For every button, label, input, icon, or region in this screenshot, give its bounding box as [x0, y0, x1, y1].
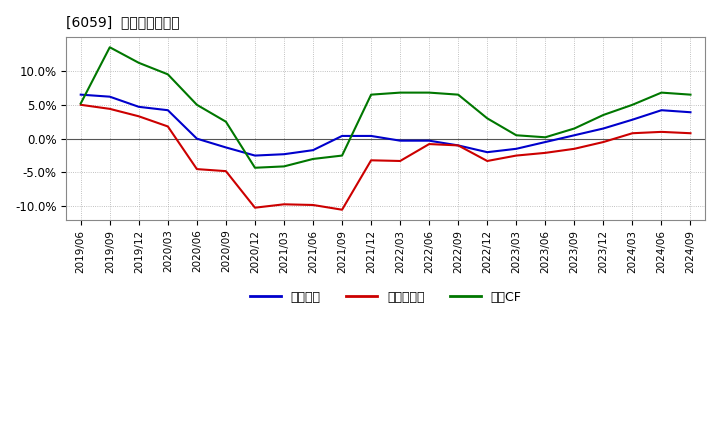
- 営業CF: [222, 119, 230, 125]
- 当期純利益: [279, 202, 288, 207]
- 営業CF: [599, 112, 608, 117]
- 経常利益: [222, 145, 230, 150]
- 当期純利益: [338, 207, 346, 213]
- 経常利益: [657, 107, 666, 113]
- 当期純利益: [105, 106, 114, 111]
- 経常利益: [192, 136, 201, 141]
- 経常利益: [483, 150, 492, 155]
- 当期純利益: [192, 166, 201, 172]
- 営業CF: [541, 135, 549, 140]
- 営業CF: [309, 156, 318, 161]
- 当期純利益: [454, 143, 462, 148]
- 当期純利益: [483, 158, 492, 164]
- 営業CF: [338, 153, 346, 158]
- 当期純利益: [76, 102, 85, 107]
- 経常利益: [279, 151, 288, 157]
- 営業CF: [366, 92, 375, 97]
- 営業CF: [192, 102, 201, 107]
- 経常利益: [135, 104, 143, 110]
- 当期純利益: [251, 205, 259, 210]
- 当期純利益: [657, 129, 666, 135]
- 営業CF: [135, 60, 143, 66]
- 経常利益: [251, 153, 259, 158]
- Text: [6059]  マージンの推移: [6059] マージンの推移: [66, 15, 180, 29]
- 当期純利益: [135, 114, 143, 119]
- 当期純利益: [309, 202, 318, 208]
- 経常利益: [396, 138, 405, 143]
- 営業CF: [570, 126, 579, 131]
- 営業CF: [657, 90, 666, 95]
- 営業CF: [686, 92, 695, 97]
- 当期純利益: [541, 150, 549, 155]
- 営業CF: [279, 164, 288, 169]
- 経常利益: [512, 146, 521, 151]
- 営業CF: [105, 44, 114, 50]
- 経常利益: [541, 139, 549, 145]
- 営業CF: [251, 165, 259, 170]
- 営業CF: [628, 102, 636, 107]
- Legend: 経常利益, 当期純利益, 営業CF: 経常利益, 当期純利益, 営業CF: [245, 286, 526, 309]
- 当期純利益: [366, 158, 375, 163]
- 当期純利益: [163, 124, 172, 129]
- Line: 経常利益: 経常利益: [81, 95, 690, 156]
- 経常利益: [454, 143, 462, 148]
- 経常利益: [163, 107, 172, 113]
- 営業CF: [425, 90, 433, 95]
- 経常利益: [366, 133, 375, 139]
- 経常利益: [628, 117, 636, 122]
- 経常利益: [599, 126, 608, 131]
- 当期純利益: [396, 158, 405, 164]
- 営業CF: [163, 72, 172, 77]
- 営業CF: [512, 132, 521, 138]
- 当期純利益: [222, 169, 230, 174]
- 当期純利益: [512, 153, 521, 158]
- 営業CF: [483, 116, 492, 121]
- 当期純利益: [599, 139, 608, 145]
- 経常利益: [105, 94, 114, 99]
- Line: 営業CF: 営業CF: [81, 47, 690, 168]
- Line: 当期純利益: 当期純利益: [81, 105, 690, 210]
- 経常利益: [686, 110, 695, 115]
- 当期純利益: [686, 131, 695, 136]
- 経常利益: [338, 133, 346, 139]
- 営業CF: [76, 101, 85, 106]
- 経常利益: [570, 132, 579, 138]
- 経常利益: [309, 147, 318, 153]
- 当期純利益: [570, 146, 579, 151]
- 営業CF: [454, 92, 462, 97]
- 当期純利益: [425, 141, 433, 147]
- 当期純利益: [628, 131, 636, 136]
- 経常利益: [425, 138, 433, 143]
- 経常利益: [76, 92, 85, 97]
- 営業CF: [396, 90, 405, 95]
